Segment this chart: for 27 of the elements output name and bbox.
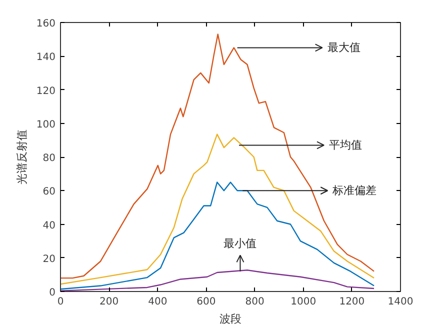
annotation: 标准偏差: [332, 184, 377, 198]
annotation: 最大值: [327, 41, 360, 54]
x-tick-label: 600: [196, 296, 216, 308]
y-tick-label: 80: [42, 153, 56, 164]
x-tick-label: 800: [245, 296, 264, 308]
x-tick-label: 400: [148, 296, 168, 308]
y-tick-label: 20: [42, 254, 56, 265]
y-tick-label: 100: [36, 119, 56, 130]
x-tick-label: 200: [100, 296, 119, 308]
line-series: [60, 34, 375, 279]
y-axis-title: 光谱反射值: [15, 130, 28, 184]
x-tick-label: 1200: [339, 296, 365, 308]
annotation: 平均值: [329, 138, 362, 152]
y-tick-label: 140: [36, 52, 56, 64]
y-tick-label: 40: [42, 220, 56, 232]
x-tick-label: 1000: [290, 296, 316, 308]
line-series: [60, 270, 375, 292]
annotation: 最小值: [224, 236, 257, 250]
x-tick-label: 1400: [388, 296, 414, 308]
line-series: [60, 134, 375, 285]
x-axis-title: 波段: [220, 312, 242, 326]
line-series: [60, 182, 375, 290]
x-tick-label: 0: [57, 296, 64, 308]
y-tick-label: 160: [36, 18, 56, 30]
y-tick-label: 120: [36, 86, 56, 97]
y-tick-label: 60: [42, 186, 56, 198]
y-tick-label: 0: [49, 288, 56, 298]
